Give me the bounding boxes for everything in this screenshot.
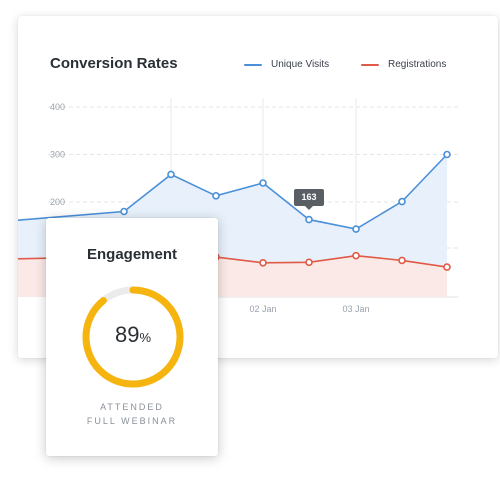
legend-item-registrations[interactable]: Registrations <box>361 59 446 70</box>
data-point-unique-visits <box>120 207 128 216</box>
data-point-registrations <box>305 258 313 267</box>
data-point-unique-visits <box>443 150 451 159</box>
data-point-unique-visits <box>305 215 313 224</box>
y-tick-label: 300 <box>50 150 65 160</box>
engagement-value: 89% <box>81 322 185 348</box>
engagement-caption: ATTENDED FULL WEBINAR <box>46 400 218 428</box>
engagement-caption-line2: FULL WEBINAR <box>86 416 178 426</box>
data-point-registrations <box>352 251 360 260</box>
data-point-unique-visits <box>352 225 360 233</box>
data-point-unique-visits <box>212 192 220 200</box>
engagement-card: Engagement 89% ATTENDED FULL WEBINAR <box>46 218 218 456</box>
legend-item-unique-visits[interactable]: Unique Visits <box>244 59 329 70</box>
data-point-unique-visits <box>167 170 175 179</box>
x-tick-label: 03 Jan <box>342 304 369 314</box>
x-tick-label: 02 Jan <box>249 304 276 314</box>
chart-title: Conversion Rates <box>50 55 178 72</box>
data-point-registrations <box>398 256 406 265</box>
legend-swatch-unique-visits <box>244 63 262 66</box>
data-point-registrations <box>259 259 267 267</box>
chart-legend: Unique Visits Registrations <box>18 59 498 73</box>
engagement-title: Engagement <box>86 246 177 263</box>
data-point-unique-visits <box>398 197 406 206</box>
y-tick-label: 200 <box>50 197 65 207</box>
engagement-unit: % <box>139 330 152 345</box>
data-point-unique-visits <box>259 179 267 187</box>
y-tick-label: 400 <box>50 102 65 112</box>
progress-ring-fill <box>82 286 184 388</box>
engagement-progress-ring <box>82 286 184 388</box>
engagement-percent: 89 <box>114 322 140 347</box>
legend-label-unique-visits: Unique Visits <box>271 59 330 70</box>
data-point-registrations <box>443 263 451 271</box>
legend-label-registrations: Registrations <box>388 59 447 70</box>
legend-swatch-registrations <box>361 63 379 66</box>
engagement-caption-line1: ATTENDED <box>100 402 164 412</box>
data-tooltip: 163 <box>294 189 324 210</box>
